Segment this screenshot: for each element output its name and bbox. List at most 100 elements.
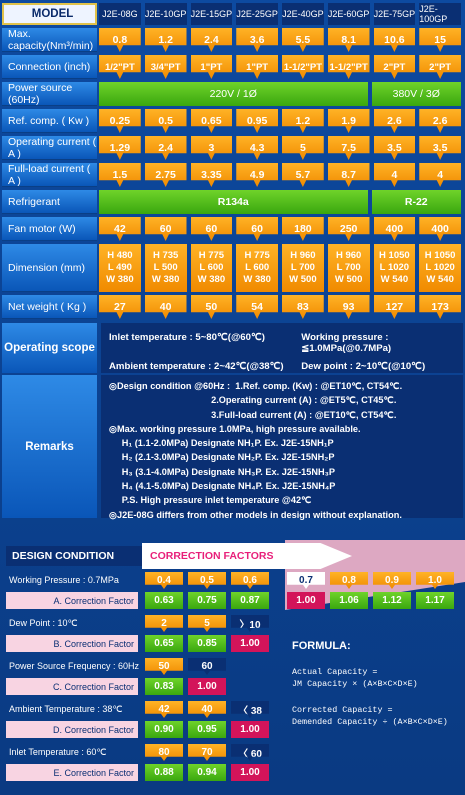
model-name: J2E-15GP (190, 3, 233, 25)
value-cell: 60 (236, 217, 278, 241)
label-refrigerant: Refrigerant (2, 190, 97, 214)
value-cell: 8.1 (327, 28, 370, 52)
pressure-value: 0.6 (231, 572, 269, 589)
cells-power-source: 220V / 1Ø 380V / 3Ø (97, 82, 463, 106)
value-cell: 83 (282, 295, 324, 319)
model-name: J2E-40GP (282, 3, 324, 25)
a-correction-factor: A. Correction Factor (6, 592, 138, 609)
dew-point-value: 2 (145, 615, 183, 632)
value-cell: 8.7 (327, 163, 370, 187)
value-cell: 2.4 (190, 28, 233, 52)
cells-dimension: H 480 L 490 W 380 H 735 L 500 W 380 H 775 L 600… (97, 244, 463, 292)
ambient-value: 〈 38 (231, 701, 269, 718)
value-cell: 1.29 (99, 136, 141, 160)
cells-fullload-current: 1.5 2.75 3.35 4.9 5.7 8.7 4 4 (97, 163, 463, 187)
c-factor-value: 0.83 (145, 678, 183, 695)
label-fullload-current: Full-load current ( A ) (2, 163, 97, 187)
row-connection: Connection (inch) 1/2"PT 3/4"PT 1"PT 1"PT 1-1… (2, 55, 463, 79)
dimension-line: W 500 (334, 274, 363, 285)
value-cell: 1.9 (327, 109, 370, 133)
dew-point-condition: Dew Point : 10℃ (9, 617, 78, 628)
value-cell: 3 (190, 136, 233, 160)
ambient-temperature: Ambient temperature : 2~42℃(@38℃) (109, 361, 284, 372)
label-max-capacity: Max. capacity(Nm³/min) (2, 28, 97, 52)
dimension-line: H 775 (198, 250, 225, 261)
remarks-line: ◎Max. working pressure 1.0MPa, high pres… (109, 423, 361, 434)
row-refrigerant: Refrigerant R134a R-22 (2, 190, 463, 214)
dimension-line: W 380 (151, 274, 180, 285)
remarks-label: Remarks (2, 375, 97, 518)
remarks-line: H₂ (2.1-3.0MPa) Designate NH₂P. Ex. J2E-… (109, 452, 335, 463)
label-ref-comp: Ref. comp. ( Kw ) (2, 109, 97, 133)
value-cell: 400 (419, 217, 461, 241)
dimension-line: W 380 (197, 274, 226, 285)
dimension-cell: H 960 L 700 W 500 (327, 244, 370, 292)
value-cell: 1"PT (236, 55, 278, 79)
cells-max-capacity: 0.8 1.2 2.4 3.6 5.5 8.1 10.6 15 (97, 28, 463, 52)
formula-line-4: Demended Capacity ÷ (A×B×C×D×E) (292, 717, 448, 727)
remarks-line: ◎J2E-08G differs from other models in de… (109, 509, 402, 520)
value-cell: 5.7 (282, 163, 324, 187)
pressure-value: 1.0 (416, 572, 454, 589)
dimension-line: W 500 (289, 274, 317, 285)
row-fullload-current: Full-load current ( A ) 1.5 2.75 3.35 4.9 5.7… (2, 163, 463, 187)
ambient-value: 40 (188, 701, 226, 718)
e-factor-value: 0.88 (145, 764, 183, 781)
formula-title: FORMULA: (292, 640, 351, 652)
value-cell: 1.5 (99, 163, 141, 187)
value-cell: 2"PT (419, 55, 461, 79)
dimension-cell: H 735 L 500 W 380 (144, 244, 187, 292)
remarks-line: H₃ (3.1-4.0MPa) Designate NH₃P. Ex. J2E-… (109, 466, 336, 477)
dew-point: Dew point : 2~10℃(@10℃) (301, 361, 426, 372)
b-factor-value: 0.85 (188, 635, 226, 652)
remarks-body: ◎Design condition @60Hz : 1.Ref. comp. (… (101, 375, 463, 520)
b-factor-value: 0.65 (145, 635, 183, 652)
correction-factors-header: CORRECTION FACTORS (142, 543, 352, 569)
b-factor-value: 1.00 (231, 635, 269, 652)
value-left: R134a (99, 190, 368, 214)
remarks-line: ◎Design condition @60Hz : 1.Ref. comp. (… (109, 381, 403, 391)
value-cell: 4 (373, 163, 416, 187)
dimension-line: W 380 (106, 274, 134, 285)
dimension-line: H 735 (152, 250, 179, 261)
operating-scope-label: Operating scope (2, 323, 97, 373)
dimension-cell: H 1050 L 1020 W 540 (419, 244, 461, 292)
c-correction-factor: C. Correction Factor (6, 678, 138, 695)
design-condition-header: DESIGN CONDITION (6, 546, 146, 566)
value-cell: 2.6 (419, 109, 461, 133)
value-cell: 0.95 (236, 109, 278, 133)
working-pressure: Working pressure : ≦1.0MPa(@0.7MPa) (301, 332, 392, 354)
cells-ref-comp: 0.25 0.5 0.65 0.95 1.2 1.9 2.6 2.6 (97, 109, 463, 133)
frequency-value: 60 (188, 658, 226, 675)
value-cell: 3.6 (236, 28, 278, 52)
row-net-weight: Net weight ( Kg ) 27 40 50 54 83 93 127 173 (2, 295, 463, 319)
value-right: R-22 (371, 190, 461, 214)
dimension-cell: H 775 L 600 W 380 (236, 244, 278, 292)
c-factor-value: 1.00 (188, 678, 226, 695)
cells-operating-current: 1.29 2.4 3 4.3 5 7.5 3.5 3.5 (97, 136, 463, 160)
dimension-line: L 700 (336, 262, 361, 273)
label-connection: Connection (inch) (2, 55, 97, 79)
dimension-line: H 1050 (379, 250, 410, 261)
value-cell: 27 (99, 295, 141, 319)
pressure-value: 0.7 (287, 572, 325, 589)
value-cell: 2"PT (373, 55, 416, 79)
value-cell: 4 (419, 163, 461, 187)
working-pressure-condition: Working Pressure : 0.7MPa (9, 575, 119, 585)
inlet-value: 〈 60 (231, 744, 269, 761)
label-operating-current: Operating current ( A ) (2, 136, 97, 160)
dimension-cell: H 960 L 700 W 500 (282, 244, 324, 292)
value-cell: 400 (373, 217, 416, 241)
value-cell: 1.2 (144, 28, 187, 52)
inlet-temperature: Inlet temperature : 5~80℃(@60℃) (109, 332, 265, 343)
e-correction-factor: E. Correction Factor (6, 764, 138, 781)
model-name: J2E-10GP (144, 3, 187, 25)
value-cell: 42 (99, 217, 141, 241)
inlet-value: 80 (145, 744, 183, 761)
value-cell: 10.6 (373, 28, 416, 52)
value-cell: 5 (282, 136, 324, 160)
value-cell: 5.5 (282, 28, 324, 52)
remarks: Remarks ◎Design condition @60Hz : 1.Ref.… (2, 375, 463, 520)
frequency-value: 50 (145, 658, 183, 675)
